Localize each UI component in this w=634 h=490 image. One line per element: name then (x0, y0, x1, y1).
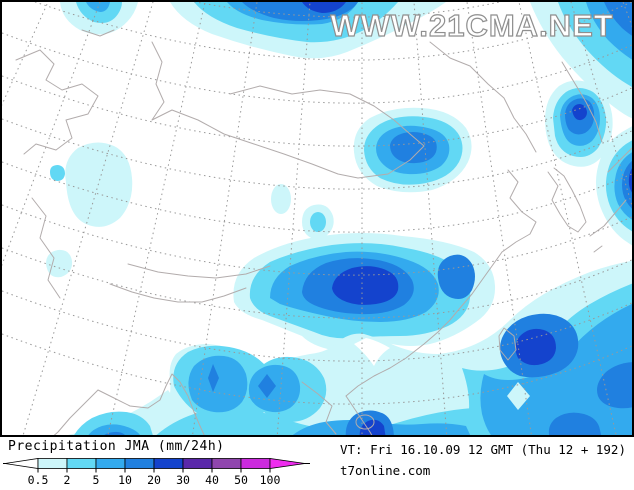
svg-text:5: 5 (93, 473, 100, 487)
svg-text:10: 10 (118, 473, 132, 487)
svg-text:0.5: 0.5 (28, 473, 49, 487)
legend-footer: Precipitation JMA (mm/24h) 0.5 2 5 10 20 30 40… (0, 437, 634, 490)
coastlines (15, 29, 632, 435)
svg-text:40: 40 (205, 473, 219, 487)
svg-text:30: 30 (176, 473, 190, 487)
map-canvas (2, 2, 632, 435)
footer-text: VT: Fri 16.10.09 12 GMT (Thu 12 + 192) t… (340, 439, 626, 481)
svg-text:100: 100 (260, 473, 281, 487)
svg-text:2: 2 (64, 473, 71, 487)
precipitation-map: WWW.21CMA.NET (0, 0, 634, 437)
site-watermark: WWW.21CMA.NET (330, 7, 614, 43)
legend-scale-svg: 0.5 2 5 10 20 30 40 50 100 (3, 458, 310, 487)
gridlines (2, 2, 632, 435)
legend-title: Precipitation JMA (mm/24h) (8, 439, 225, 454)
svg-text:20: 20 (147, 473, 161, 487)
precipitation-layer (46, 2, 632, 435)
valid-time-text: VT: Fri 16.10.09 12 GMT (Thu 12 + 192) (340, 442, 626, 457)
svg-text:50: 50 (234, 473, 248, 487)
site-credit: t7online.com (340, 463, 431, 478)
